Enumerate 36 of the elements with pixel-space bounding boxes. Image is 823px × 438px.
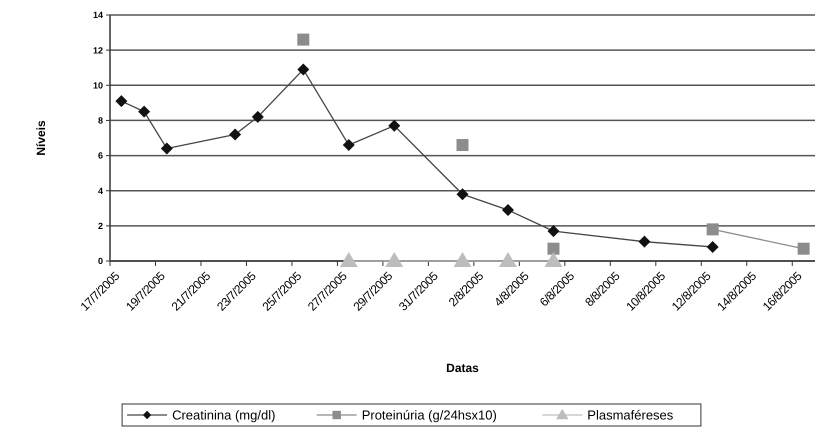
point: [229, 128, 242, 140]
y-tick-label: 6: [98, 150, 103, 161]
point: [638, 236, 650, 248]
point: [385, 252, 404, 267]
point: [456, 139, 468, 152]
point: [388, 120, 400, 132]
point: [297, 63, 310, 76]
point: [115, 95, 128, 108]
point: [502, 204, 514, 216]
point: [706, 240, 719, 253]
y-tick-label: 10: [92, 80, 103, 90]
y-tick-label: 0: [98, 256, 103, 266]
y-tick-label: 2: [98, 221, 103, 232]
legend-label: Creatinina (mg/dl): [172, 408, 276, 423]
point: [498, 252, 517, 267]
y-tick-label: 14: [92, 10, 103, 20]
point: [160, 142, 173, 155]
y-tick-label: 12: [92, 45, 103, 56]
point: [547, 225, 560, 238]
y-tick-label: 4: [98, 186, 103, 196]
point: [342, 139, 355, 152]
point: [252, 110, 264, 123]
legend-label: Plasmaféreses: [587, 408, 674, 423]
point: [544, 252, 562, 267]
point: [454, 252, 472, 267]
point: [706, 223, 719, 236]
point: [547, 242, 560, 255]
point: [798, 242, 810, 255]
y-tick-label: 8: [98, 116, 103, 126]
x-axis-title: Datas: [446, 361, 480, 375]
point: [138, 106, 150, 118]
point: [297, 34, 310, 46]
point: [456, 188, 468, 200]
legend-label: Proteinúria (g/24hsx10): [362, 408, 497, 423]
y-axis-title: Níveis: [34, 120, 48, 156]
point: [340, 252, 358, 267]
